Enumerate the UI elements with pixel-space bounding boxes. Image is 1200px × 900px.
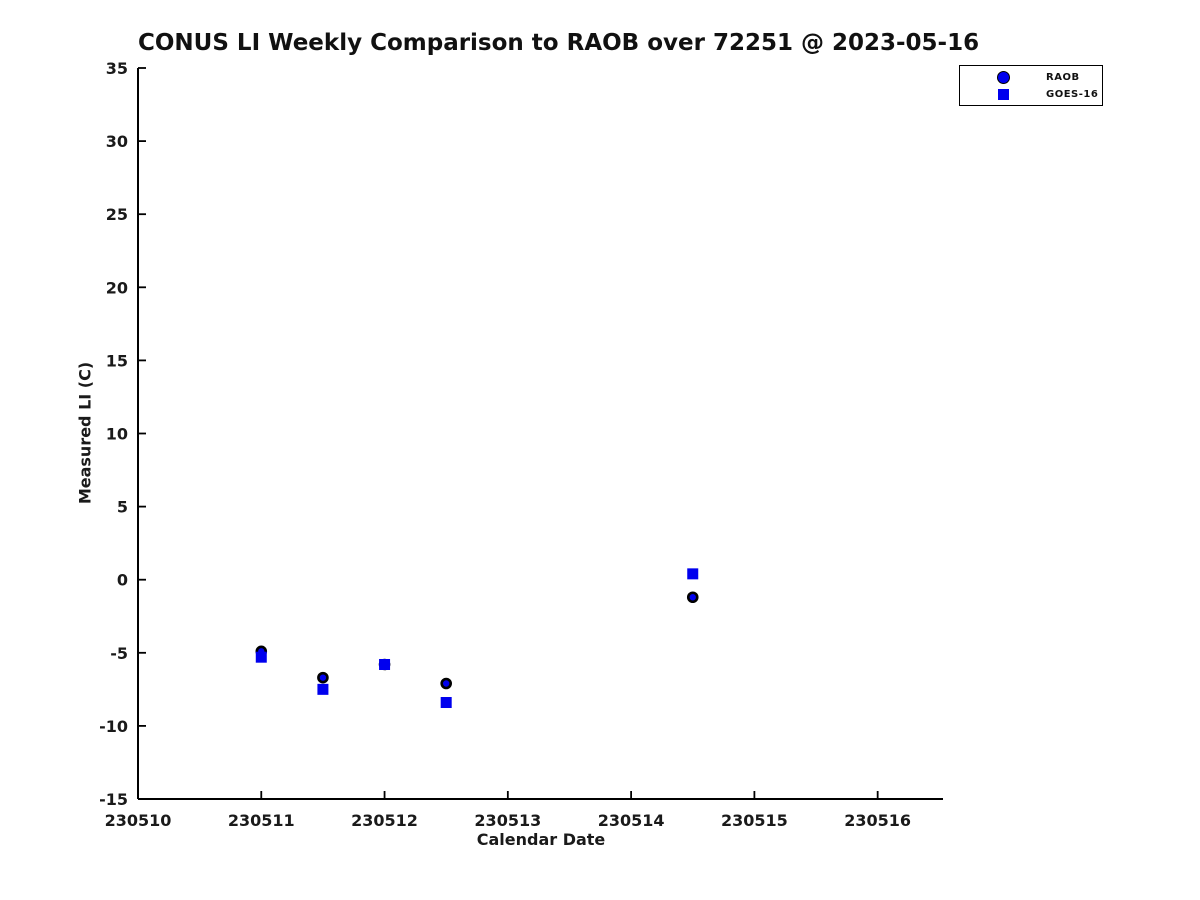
- y-tick-label: 25: [106, 205, 128, 224]
- y-tick-label: -15: [99, 790, 128, 809]
- legend-label-goes-16: GOES-16: [1046, 88, 1099, 100]
- y-tick-label: -5: [110, 644, 128, 663]
- x-tick-label: 230513: [474, 811, 541, 830]
- y-tick-label: 10: [106, 425, 128, 444]
- x-tick-label: 230515: [721, 811, 788, 830]
- legend: RAOB GOES-16: [959, 65, 1103, 106]
- data-point-goes-16: [255, 651, 267, 663]
- legend-marker-wrap: [960, 88, 1046, 100]
- y-tick-label: 15: [106, 351, 128, 370]
- legend-item-goes-16: GOES-16: [960, 86, 1102, 102]
- x-axis-label: Calendar Date: [476, 830, 606, 849]
- x-tick-label: 230514: [598, 811, 665, 830]
- y-tick-label: 5: [117, 498, 128, 517]
- raob-marker-icon: [996, 70, 1010, 84]
- data-point-goes-16: [379, 658, 391, 670]
- legend-marker-wrap: [960, 70, 1046, 84]
- y-axis-label: Measured LI (C): [75, 361, 95, 505]
- goes-16-marker-icon: [997, 88, 1009, 100]
- x-tick-label: 230511: [228, 811, 295, 830]
- data-point-raob: [686, 591, 699, 604]
- data-point-goes-16: [440, 697, 452, 709]
- y-tick-label: -10: [99, 717, 128, 736]
- data-point-raob: [317, 671, 329, 684]
- chart-title: CONUS LI Weekly Comparison to RAOB over …: [138, 30, 980, 56]
- legend-label-raob: RAOB: [1046, 71, 1080, 83]
- y-tick-label: 35: [106, 59, 128, 78]
- y-tick-label: 0: [117, 571, 128, 590]
- data-point-raob: [440, 677, 452, 690]
- y-tick-label: 20: [106, 278, 128, 297]
- x-tick-label: 230516: [844, 811, 911, 830]
- data-point-goes-16: [687, 568, 699, 580]
- y-tick-label: 30: [106, 132, 128, 151]
- x-tick-label: 230510: [105, 811, 172, 830]
- data-point-goes-16: [317, 683, 329, 695]
- x-tick-label: 230512: [351, 811, 418, 830]
- legend-item-raob: RAOB: [960, 69, 1102, 85]
